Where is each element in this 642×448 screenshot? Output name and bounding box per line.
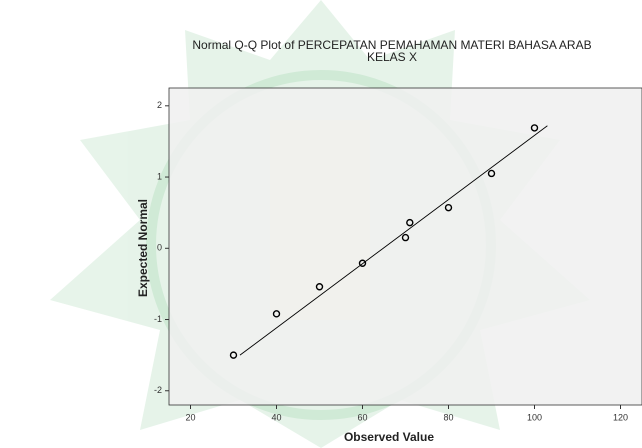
chart-title: KELAS X [367, 50, 417, 64]
x-tick-label: 100 [527, 412, 542, 422]
x-tick-label: 120 [613, 412, 628, 422]
y-tick-label: 0 [157, 243, 162, 253]
y-tick-label: 1 [157, 171, 162, 181]
plot-area [169, 88, 642, 405]
y-tick-label: 2 [157, 100, 162, 110]
y-tick-label: -2 [154, 385, 162, 395]
y-axis-label: Expected Normal [136, 199, 150, 297]
x-tick-label: 20 [185, 412, 195, 422]
y-tick-label: -1 [154, 314, 162, 324]
x-tick-label: 80 [443, 412, 453, 422]
x-tick-label: 60 [357, 412, 367, 422]
chart: Normal Q-Q Plot of PERCEPATAN PEMAHAMAN … [0, 0, 642, 448]
x-axis-label: Observed Value [344, 430, 434, 444]
x-tick-label: 40 [271, 412, 281, 422]
